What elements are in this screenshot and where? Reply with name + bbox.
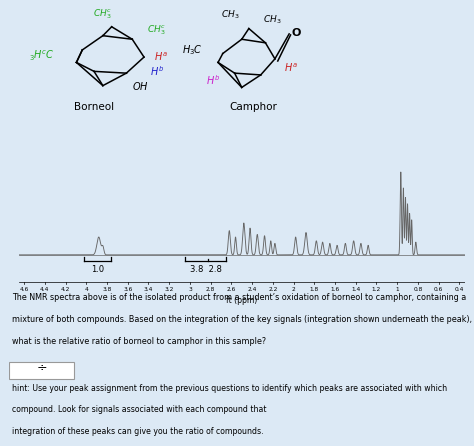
Text: 1.0: 1.0: [91, 265, 104, 274]
Text: $CH_3$: $CH_3$: [263, 13, 282, 26]
Text: compound. Look for signals associated with each compound that: compound. Look for signals associated wi…: [12, 405, 269, 414]
Text: $CH^c_3$: $CH^c_3$: [147, 24, 166, 37]
Text: $CH^c_3$: $CH^c_3$: [93, 8, 112, 21]
FancyBboxPatch shape: [9, 362, 74, 379]
Text: 1.8: 1.8: [310, 287, 319, 292]
Text: The NMR spectra above is of the isolated product from a student’s oxidation of b: The NMR spectra above is of the isolated…: [12, 293, 466, 302]
Text: Camphor: Camphor: [229, 102, 278, 112]
Text: $H^a$: $H^a$: [155, 51, 168, 63]
Text: 3.6: 3.6: [123, 287, 132, 292]
Text: 4: 4: [84, 287, 88, 292]
Text: 1.6: 1.6: [330, 287, 339, 292]
Text: integration of these peaks can give you the ratio of compounds.: integration of these peaks can give you …: [12, 427, 264, 436]
Text: Borneol: Borneol: [74, 102, 114, 112]
Text: 3.4: 3.4: [144, 287, 153, 292]
Text: hint: Use your peak assignment from the previous questions to identify which pea: hint: Use your peak assignment from the …: [12, 384, 447, 393]
Text: 4.4: 4.4: [40, 287, 50, 292]
Text: $_3H^cC$: $_3H^cC$: [29, 49, 55, 63]
Text: $CH_3$: $CH_3$: [220, 8, 239, 21]
Text: $H^b$: $H^b$: [206, 74, 220, 87]
Text: 3.8: 3.8: [102, 287, 112, 292]
Text: O: O: [292, 28, 301, 38]
Text: 1: 1: [395, 287, 399, 292]
Text: 3.8  2.8: 3.8 2.8: [190, 265, 221, 274]
Text: 1.2: 1.2: [372, 287, 381, 292]
Text: 3.2: 3.2: [164, 287, 174, 292]
Text: 0.4: 0.4: [455, 287, 464, 292]
Text: 2.4: 2.4: [247, 287, 257, 292]
Text: 4.2: 4.2: [61, 287, 70, 292]
Text: ft (ppm): ft (ppm): [226, 296, 257, 305]
Text: 1.4: 1.4: [351, 287, 360, 292]
Text: ÷: ÷: [36, 361, 47, 374]
Text: 2.6: 2.6: [227, 287, 236, 292]
Text: 4.6: 4.6: [19, 287, 29, 292]
Text: 0.8: 0.8: [413, 287, 423, 292]
Text: 2.8: 2.8: [206, 287, 215, 292]
Text: 0.6: 0.6: [434, 287, 443, 292]
Text: mixture of both compounds. Based on the integration of the key signals (integrat: mixture of both compounds. Based on the …: [12, 315, 472, 324]
Text: 2.2: 2.2: [268, 287, 277, 292]
Text: $H^a$: $H^a$: [284, 62, 298, 74]
Text: $H_3C$: $H_3C$: [182, 43, 203, 57]
Text: 2: 2: [292, 287, 295, 292]
Text: $H^b$: $H^b$: [150, 65, 164, 78]
Text: $OH$: $OH$: [132, 80, 149, 91]
Text: 3: 3: [188, 287, 192, 292]
Text: what is the relative ratio of borneol to camphor in this sample?: what is the relative ratio of borneol to…: [12, 337, 266, 346]
